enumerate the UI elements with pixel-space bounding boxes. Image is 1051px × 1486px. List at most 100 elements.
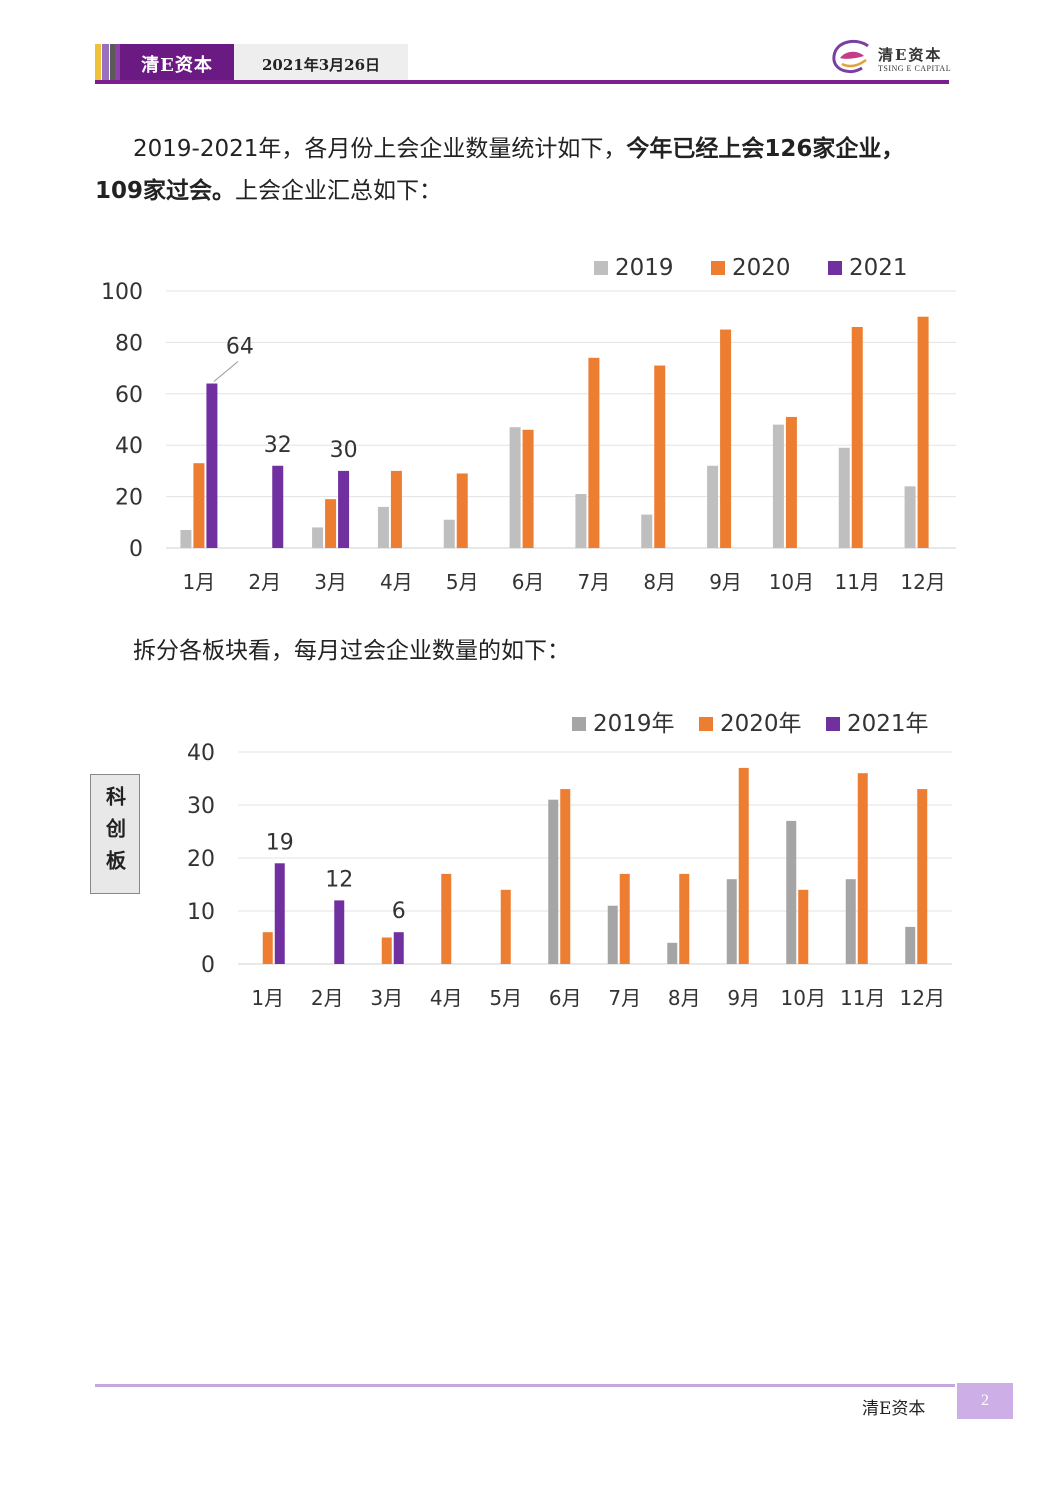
- bar-2020-7月: [588, 357, 600, 548]
- bar-2020年-8月: [679, 873, 690, 964]
- y-tick-label: 80: [115, 331, 143, 356]
- x-tick-label: 7月: [608, 986, 641, 1010]
- chart-star-market-approvals: 0 10 20 30 40 1月 2月 3月 4月 5月 6月 7月 8月 9月 10月 11月 12月 19 12…: [187, 711, 952, 1010]
- bar-2021-2月: [272, 465, 284, 548]
- x-tick-label: 12月: [900, 986, 945, 1010]
- header-stripe-purple: [102, 44, 109, 84]
- bar-2020-10月: [785, 416, 797, 548]
- bar-2019年-12月: [905, 926, 916, 964]
- bar-2019-8月: [641, 514, 653, 548]
- x-tick-label: 7月: [578, 570, 611, 594]
- company-logo-icon: [832, 39, 869, 73]
- y-tick-label: 100: [101, 280, 143, 305]
- x-tick-label: 2月: [311, 986, 344, 1010]
- x-tick-label: 3月: [370, 986, 403, 1010]
- bar-2020-5月: [456, 473, 468, 548]
- data-label: 32: [264, 433, 292, 458]
- x-tick-label: 10月: [781, 986, 826, 1010]
- header-stripe-violet: [115, 44, 120, 84]
- paragraph-summary-text-2: 上会企业汇总如下：: [235, 178, 443, 204]
- header-stripe-gray: [110, 44, 115, 84]
- y-tick-label: 30: [187, 794, 215, 819]
- x-tick-label: 9月: [727, 986, 760, 1010]
- chart-all-meetings: 0 20 40 60 80 100 1月 2月 3月 4月 5月 6月 7月 8月 9月 10月 11月 12月 6…: [101, 255, 956, 594]
- legend-swatch-2019: [594, 261, 608, 275]
- bar-2020-8月: [654, 365, 666, 548]
- legend-swatch-2019年: [572, 717, 586, 731]
- x-tick-label: 4月: [380, 570, 413, 594]
- paragraph-board-split: 拆分各板块看，每月过会企业数量的如下：: [133, 638, 570, 664]
- x-tick-label: 4月: [430, 986, 463, 1010]
- data-label: 6: [392, 899, 406, 924]
- bar-2019-9月: [707, 465, 719, 548]
- x-tick-label: 3月: [314, 570, 347, 594]
- y-tick-label: 40: [115, 434, 143, 459]
- legend-swatch-2020: [711, 261, 725, 275]
- y-tick-label: 10: [187, 900, 215, 925]
- header-rule: [95, 80, 949, 84]
- bar-2019-7月: [575, 494, 587, 548]
- x-tick-label: 11月: [840, 986, 885, 1010]
- x-tick-label: 5月: [489, 986, 522, 1010]
- bar-2019年-7月: [607, 905, 618, 964]
- data-label: 64: [226, 335, 254, 360]
- bar-2020-11月: [851, 326, 863, 548]
- x-tick-label: 11月: [835, 570, 880, 594]
- page-number: 2: [957, 1383, 1013, 1419]
- y-tick-label: 60: [115, 383, 143, 408]
- bar-2020-1月: [193, 463, 205, 548]
- paragraph-summary-text-1: 2019-2021年，各月份上会企业数量统计如下，: [133, 136, 627, 162]
- header-brand: 清E资本: [120, 44, 234, 84]
- bar-2020年-11月: [857, 773, 868, 964]
- x-tick-label: 8月: [668, 986, 701, 1010]
- y-tick-label: 40: [187, 741, 215, 766]
- legend-swatch-2021: [828, 261, 842, 275]
- bar-2020年-6月: [560, 789, 571, 964]
- logo-text-cn: 清E资本: [878, 46, 943, 64]
- data-label: 19: [266, 830, 294, 855]
- bar-2019年-6月: [548, 799, 559, 964]
- bar-2019年-9月: [726, 879, 737, 964]
- bar-2019-5月: [443, 519, 455, 548]
- header-stripe-yellow: [95, 44, 101, 84]
- footer-brand: 清E资本: [862, 1399, 926, 1419]
- bar-2020年-5月: [500, 889, 511, 964]
- y-tick-label: 20: [115, 486, 143, 511]
- bar-2021年-3月: [393, 932, 404, 964]
- board-label: 科创板: [90, 774, 140, 894]
- data-label: 12: [325, 867, 353, 892]
- legend-swatch-2020年: [699, 717, 713, 731]
- bar-2020-4月: [390, 470, 402, 548]
- bar-2020-9月: [720, 329, 732, 548]
- x-tick-label: 5月: [446, 570, 479, 594]
- bar-2020-12月: [917, 316, 929, 548]
- legend-label-2019: 2019: [615, 255, 674, 281]
- legend-label-2021年: 2021年: [847, 711, 929, 737]
- bar-2019年-10月: [786, 820, 797, 964]
- bar-2019-10月: [772, 424, 784, 548]
- paragraph-summary-bold: 今年已经上会126家企业，109家过会。: [95, 136, 905, 204]
- x-tick-label: 10月: [769, 570, 814, 594]
- bar-2021年-2月: [334, 900, 345, 964]
- bar-2019年-8月: [667, 942, 678, 964]
- legend-label-2019年: 2019年: [593, 711, 675, 737]
- legend-label-2020: 2020: [732, 255, 791, 281]
- bar-2019-6月: [509, 427, 521, 548]
- legend-label-2021: 2021: [849, 255, 908, 281]
- header-date: 2021年3月26日: [234, 44, 408, 84]
- y-tick-label: 20: [187, 847, 215, 872]
- x-tick-label: 12月: [900, 570, 945, 594]
- bar-2020年-1月: [262, 932, 273, 964]
- bar-2021-3月: [338, 470, 350, 548]
- bar-2020-6月: [522, 429, 534, 548]
- bar-2020年-3月: [381, 937, 392, 964]
- bar-2019-12月: [904, 486, 916, 548]
- bar-2020年-9月: [738, 767, 749, 964]
- bar-2021-1月: [206, 383, 218, 548]
- board-label-text: 科创板: [102, 786, 127, 882]
- x-tick-label: 9月: [709, 570, 742, 594]
- footer-rule: [95, 1384, 955, 1387]
- bar-2020年-12月: [917, 789, 928, 964]
- bar-2019-11月: [838, 447, 850, 548]
- paragraph-summary: 2019-2021年，各月份上会企业数量统计如下，今年已经上会126家企业，10…: [95, 128, 935, 212]
